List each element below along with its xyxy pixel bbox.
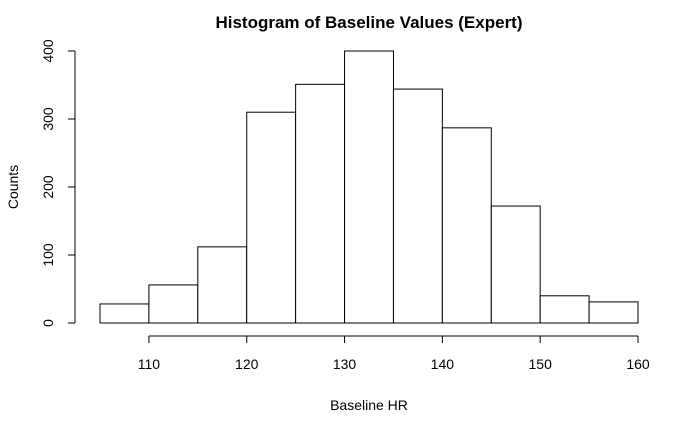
x-tick-label-140: 140 (431, 356, 455, 372)
x-tick-label-160: 160 (626, 356, 650, 372)
histogram-bar-120-125 (246, 111, 297, 324)
chart-title: Histogram of Baseline Values (Expert) (215, 13, 522, 32)
y-tick-label-0: 0 (40, 319, 56, 327)
bars-group (99, 50, 639, 324)
y-axis-label: Counts (5, 165, 21, 209)
x-axis: 110 120 130 140 150 160 (138, 335, 650, 372)
x-tick-label-110: 110 (138, 356, 161, 372)
y-tick-label-100: 100 (40, 243, 56, 267)
histogram-bar-125-130 (295, 83, 346, 324)
y-tick-label-200: 200 (40, 175, 56, 199)
histogram-bar-145-150 (490, 205, 541, 324)
x-tick-label-120: 120 (235, 356, 259, 372)
histogram-bar-155-160 (588, 301, 639, 324)
x-tick-label-130: 130 (333, 356, 357, 372)
histogram-bar-130-135 (344, 50, 394, 324)
histogram-bar-110-115 (148, 284, 199, 324)
y-tick-label-300: 300 (40, 107, 56, 131)
x-axis-label: Baseline HR (330, 397, 408, 413)
histogram-bar-140-145 (441, 127, 492, 324)
histogram-bar-150-155 (539, 295, 590, 324)
y-axis: 0 100 200 300 400 (40, 39, 76, 327)
x-tick-label-150: 150 (529, 356, 553, 372)
histogram-bar-105-110 (99, 303, 150, 324)
histogram-bar-135-140 (392, 88, 443, 324)
histogram-bar-115-120 (197, 246, 248, 324)
y-tick-label-400: 400 (40, 39, 56, 63)
